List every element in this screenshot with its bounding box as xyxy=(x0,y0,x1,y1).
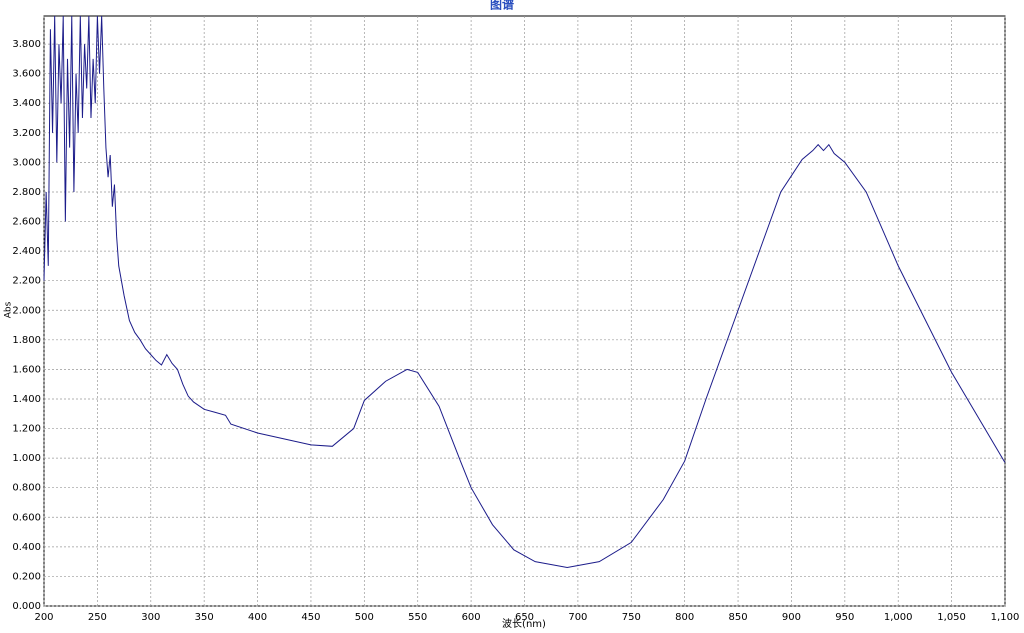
chart-title: 图谱 xyxy=(490,0,514,12)
x-tick-label: 250 xyxy=(88,612,107,623)
x-tick-label: 350 xyxy=(195,612,214,623)
y-tick-label: 2.600 xyxy=(12,217,41,228)
y-tick-label: 0.800 xyxy=(12,483,41,494)
x-tick-label: 750 xyxy=(622,612,641,623)
x-tick-label: 550 xyxy=(408,612,427,623)
x-tick-label: 700 xyxy=(568,612,587,623)
y-tick-label: 2.400 xyxy=(12,246,41,257)
x-tick-label: 1,000 xyxy=(884,612,913,623)
x-axis-label: 波长(nm) xyxy=(502,617,546,629)
y-tick-label: 0.200 xyxy=(12,571,41,582)
x-tick-label: 300 xyxy=(141,612,160,623)
spectrum-line xyxy=(43,15,1006,569)
y-tick-label: 1.400 xyxy=(12,394,41,405)
y-tick-label: 1.600 xyxy=(12,364,41,375)
y-tick-label: 0.400 xyxy=(12,542,41,553)
y-axis-label: Abs xyxy=(4,301,14,318)
x-tick-label: 800 xyxy=(675,612,694,623)
x-tick-label: 950 xyxy=(835,612,854,623)
y-tick-label: 3.400 xyxy=(12,98,41,109)
y-tick-label: 2.000 xyxy=(12,305,41,316)
x-tick-label: 600 xyxy=(462,612,481,623)
y-tick-label: 3.600 xyxy=(12,69,41,80)
y-tick-label: 1.000 xyxy=(12,453,41,464)
y-tick-label: 3.200 xyxy=(12,128,41,139)
x-tick-label: 650 xyxy=(515,612,534,623)
x-tick-label: 400 xyxy=(248,612,267,623)
y-tick-label: 2.800 xyxy=(12,187,41,198)
x-tick-label: 200 xyxy=(34,612,53,623)
x-tick-label: 850 xyxy=(729,612,748,623)
y-tick-label: 1.200 xyxy=(12,424,41,435)
y-tick-label: 3.800 xyxy=(12,39,41,50)
y-tick-label: 2.200 xyxy=(12,276,41,287)
y-tick-label: 1.800 xyxy=(12,335,41,346)
y-tick-label: 0.600 xyxy=(12,512,41,523)
x-tick-label: 900 xyxy=(782,612,801,623)
y-tick-label: 0.000 xyxy=(12,601,41,612)
x-tick-label: 1,050 xyxy=(937,612,966,623)
y-tick-label: 3.000 xyxy=(12,157,41,168)
x-tick-label: 500 xyxy=(355,612,374,623)
x-tick-label: 450 xyxy=(301,612,320,623)
x-tick-label: 1,100 xyxy=(991,612,1020,623)
